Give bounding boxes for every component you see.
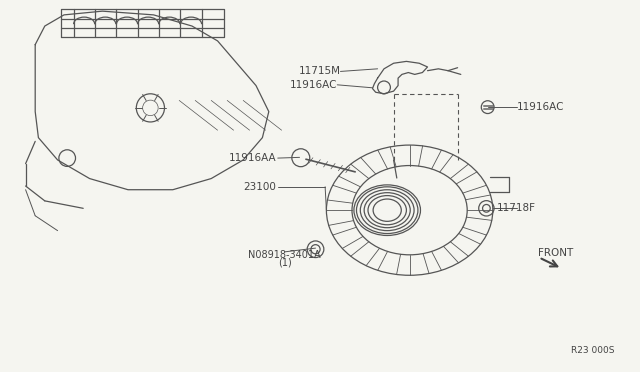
Text: R23 000S: R23 000S <box>571 346 614 355</box>
Text: 11916AA: 11916AA <box>229 153 276 163</box>
Text: 11715M: 11715M <box>298 67 340 76</box>
Text: FRONT: FRONT <box>538 248 573 258</box>
Text: (1): (1) <box>278 257 292 267</box>
Text: 11916AC: 11916AC <box>517 102 564 112</box>
Text: 23100: 23100 <box>244 182 276 192</box>
Text: 11916AC: 11916AC <box>290 80 337 90</box>
Text: N08918-3401A: N08918-3401A <box>248 250 321 260</box>
Text: 11718F: 11718F <box>497 203 536 213</box>
